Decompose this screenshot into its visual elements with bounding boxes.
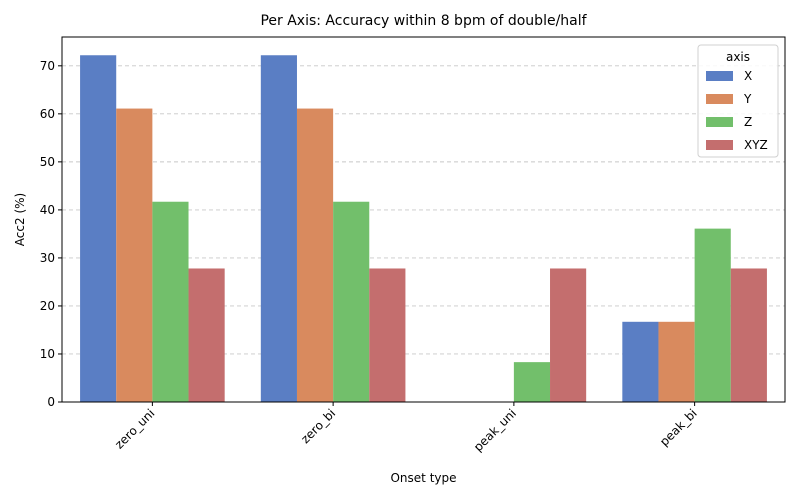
- legend-title: axis: [726, 50, 750, 64]
- legend-items: XYZ XYZ: [706, 69, 768, 152]
- bar: [116, 108, 153, 403]
- bars-group: [80, 55, 767, 403]
- legend-swatch: [706, 140, 733, 150]
- y-axis-label: Acc2 (%): [13, 193, 27, 246]
- x-tick-label: peak_bi: [657, 406, 700, 449]
- y-tick-label: 20: [40, 299, 55, 313]
- y-tick-label: 40: [40, 203, 55, 217]
- bar: [658, 321, 695, 402]
- y-ticks: 0 10 20 30 40 50 60 70: [40, 59, 62, 409]
- y-tick-label: 10: [40, 347, 55, 361]
- x-tick-label: zero_bi: [298, 406, 338, 446]
- x-tick-label: peak_uni: [471, 406, 519, 454]
- legend-swatch: [706, 117, 733, 127]
- y-tick-label: 30: [40, 251, 55, 265]
- bar: [260, 55, 297, 402]
- bar: [550, 268, 587, 402]
- bar: [622, 321, 659, 402]
- bar: [333, 201, 370, 402]
- bar: [369, 268, 406, 402]
- legend-swatch: [706, 71, 733, 81]
- bar: [296, 108, 334, 403]
- legend-swatch: [706, 94, 733, 104]
- x-tick-label: zero_uni: [112, 406, 157, 451]
- y-tick-label: 70: [40, 59, 55, 73]
- y-tick-label: 0: [47, 395, 55, 409]
- y-tick-label: 60: [40, 107, 55, 121]
- legend-label: Z: [744, 115, 752, 129]
- legend: axis XYZ XYZ: [697, 44, 779, 158]
- chart-title: Per Axis: Accuracy within 8 bpm of doubl…: [260, 13, 587, 29]
- bar: [694, 228, 731, 402]
- plot-frame: [61, 36, 786, 403]
- legend-label: Y: [743, 92, 752, 106]
- y-tick-label: 50: [40, 155, 55, 169]
- x-ticks: zero_uni zero_bi peak_uni peak_bi: [112, 402, 700, 454]
- axes: [61, 36, 786, 403]
- bar: [80, 55, 117, 402]
- legend-label: XYZ: [744, 138, 768, 152]
- legend-label: X: [744, 69, 752, 83]
- bar: [152, 201, 189, 402]
- bar: [730, 268, 767, 402]
- bar: [188, 268, 225, 402]
- x-axis-label: Onset type: [390, 471, 456, 485]
- bar: [513, 362, 551, 402]
